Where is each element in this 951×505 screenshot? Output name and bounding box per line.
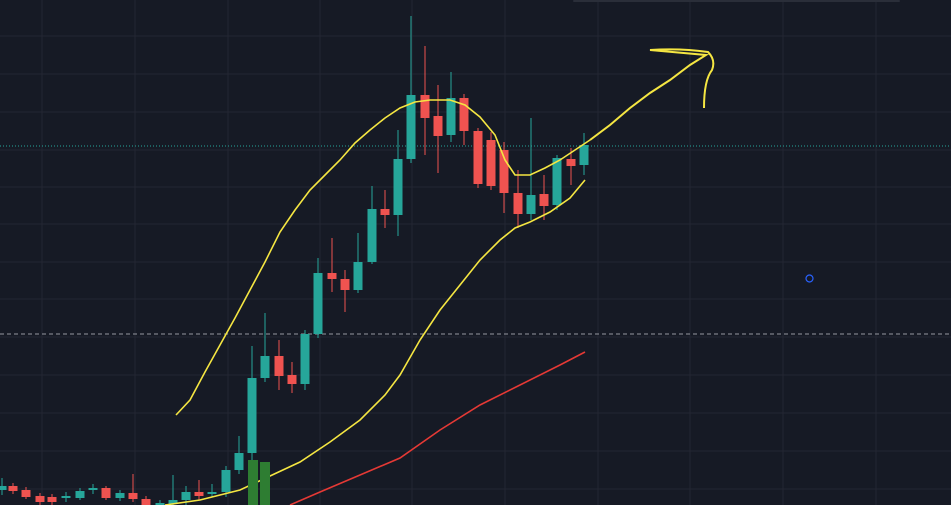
- candle-body: [327, 273, 337, 279]
- indicator-line: [289, 351, 586, 505]
- candle-body: [274, 356, 284, 376]
- volume-bar: [260, 462, 270, 505]
- candle-body: [340, 279, 350, 290]
- candle-body: [115, 493, 125, 498]
- candle-body: [459, 98, 469, 131]
- candle-body: [566, 159, 576, 166]
- candle-body: [406, 95, 416, 159]
- candle-body: [313, 273, 323, 334]
- plot: [0, 16, 951, 505]
- candle-body: [21, 490, 31, 497]
- candle-body: [473, 131, 483, 184]
- candle-body: [552, 158, 562, 205]
- candle-body: [393, 159, 403, 215]
- candle-body: [128, 493, 138, 499]
- candle-body: [47, 497, 57, 502]
- candle-body: [8, 486, 18, 491]
- candle-body: [367, 209, 377, 262]
- candle-body: [513, 193, 523, 214]
- candle-body: [353, 262, 363, 290]
- candle-body: [247, 378, 257, 453]
- candle-body: [446, 98, 456, 135]
- candle-body: [260, 356, 270, 378]
- candle-body: [526, 195, 536, 214]
- candle-body: [221, 470, 231, 492]
- candle-body: [579, 145, 589, 165]
- candle-body: [141, 499, 151, 505]
- candle-body: [380, 209, 390, 215]
- candle-body: [75, 491, 85, 498]
- hand-drawn-arrow: [589, 48, 715, 141]
- candle-body: [287, 375, 297, 384]
- candle-body: [499, 150, 509, 193]
- candle-body: [486, 140, 496, 186]
- candle-body: [539, 194, 549, 206]
- candle-body: [61, 496, 71, 498]
- cursor-marker: [805, 274, 814, 283]
- drawings: [248, 0, 900, 505]
- candle-body: [234, 453, 244, 470]
- volume-bar: [248, 460, 258, 505]
- candle-body: [35, 496, 45, 502]
- indicator-line: [175, 99, 591, 416]
- candle-body: [207, 492, 217, 494]
- candle-body: [155, 503, 165, 505]
- candle-body: [194, 492, 204, 496]
- candle-body: [420, 95, 430, 118]
- toolbar-edge[interactable]: [573, 0, 900, 2]
- candle-body: [0, 486, 7, 490]
- candle-body: [168, 500, 178, 504]
- candle-body: [181, 492, 191, 500]
- candle-body: [300, 334, 310, 384]
- candle-body: [88, 488, 98, 490]
- candle-body: [433, 116, 443, 136]
- candle-body: [101, 488, 111, 498]
